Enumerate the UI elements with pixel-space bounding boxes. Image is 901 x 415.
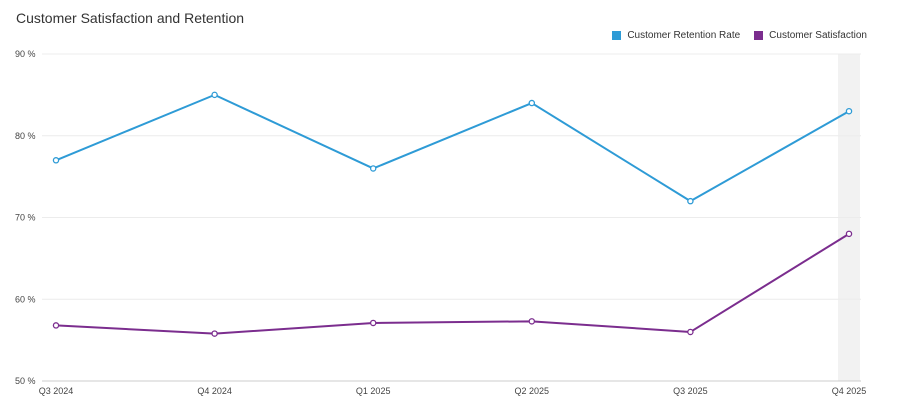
series-line-0 (55, 93, 850, 203)
chart-title: Customer Satisfaction and Retention (16, 10, 245, 26)
legend-label-satisfaction: Customer Satisfaction (769, 30, 867, 41)
legend-swatch-retention (612, 31, 622, 40)
legend-label-retention: Customer Retention Rate (627, 30, 741, 41)
y-tick-label: 50 % (15, 376, 36, 386)
legend-item-satisfaction[interactable]: Customer Satisfaction (754, 30, 867, 41)
data-point (528, 318, 536, 325)
x-tick-label: Q3 2024 (39, 386, 74, 396)
y-tick-label: 80 % (15, 131, 36, 141)
data-point (845, 230, 853, 238)
legend: Customer Retention Rate Customer Satisfa… (612, 30, 867, 41)
data-point (687, 197, 694, 205)
y-tick-label: 90 % (15, 49, 36, 59)
x-tick-label: Q1 2025 (356, 386, 391, 396)
x-tick-label: Q2 2025 (515, 386, 550, 396)
data-point (211, 91, 218, 99)
data-point (211, 330, 218, 337)
data-point (369, 165, 377, 172)
data-point (687, 328, 694, 336)
y-tick-label: 70 % (15, 213, 36, 223)
x-tick-label: Q3 2025 (673, 386, 708, 396)
y-tick-label: 60 % (15, 294, 36, 304)
data-point (52, 322, 60, 329)
data-point (52, 157, 60, 164)
data-point (528, 99, 536, 107)
legend-item-retention[interactable]: Customer Retention Rate (612, 30, 740, 41)
series-line-1 (55, 232, 850, 335)
x-tick-label: Q4 2024 (197, 386, 232, 396)
x-tick-label: Q4 2025 (832, 386, 867, 396)
data-point (369, 319, 377, 327)
legend-swatch-satisfaction (754, 31, 764, 40)
data-point (845, 107, 853, 115)
